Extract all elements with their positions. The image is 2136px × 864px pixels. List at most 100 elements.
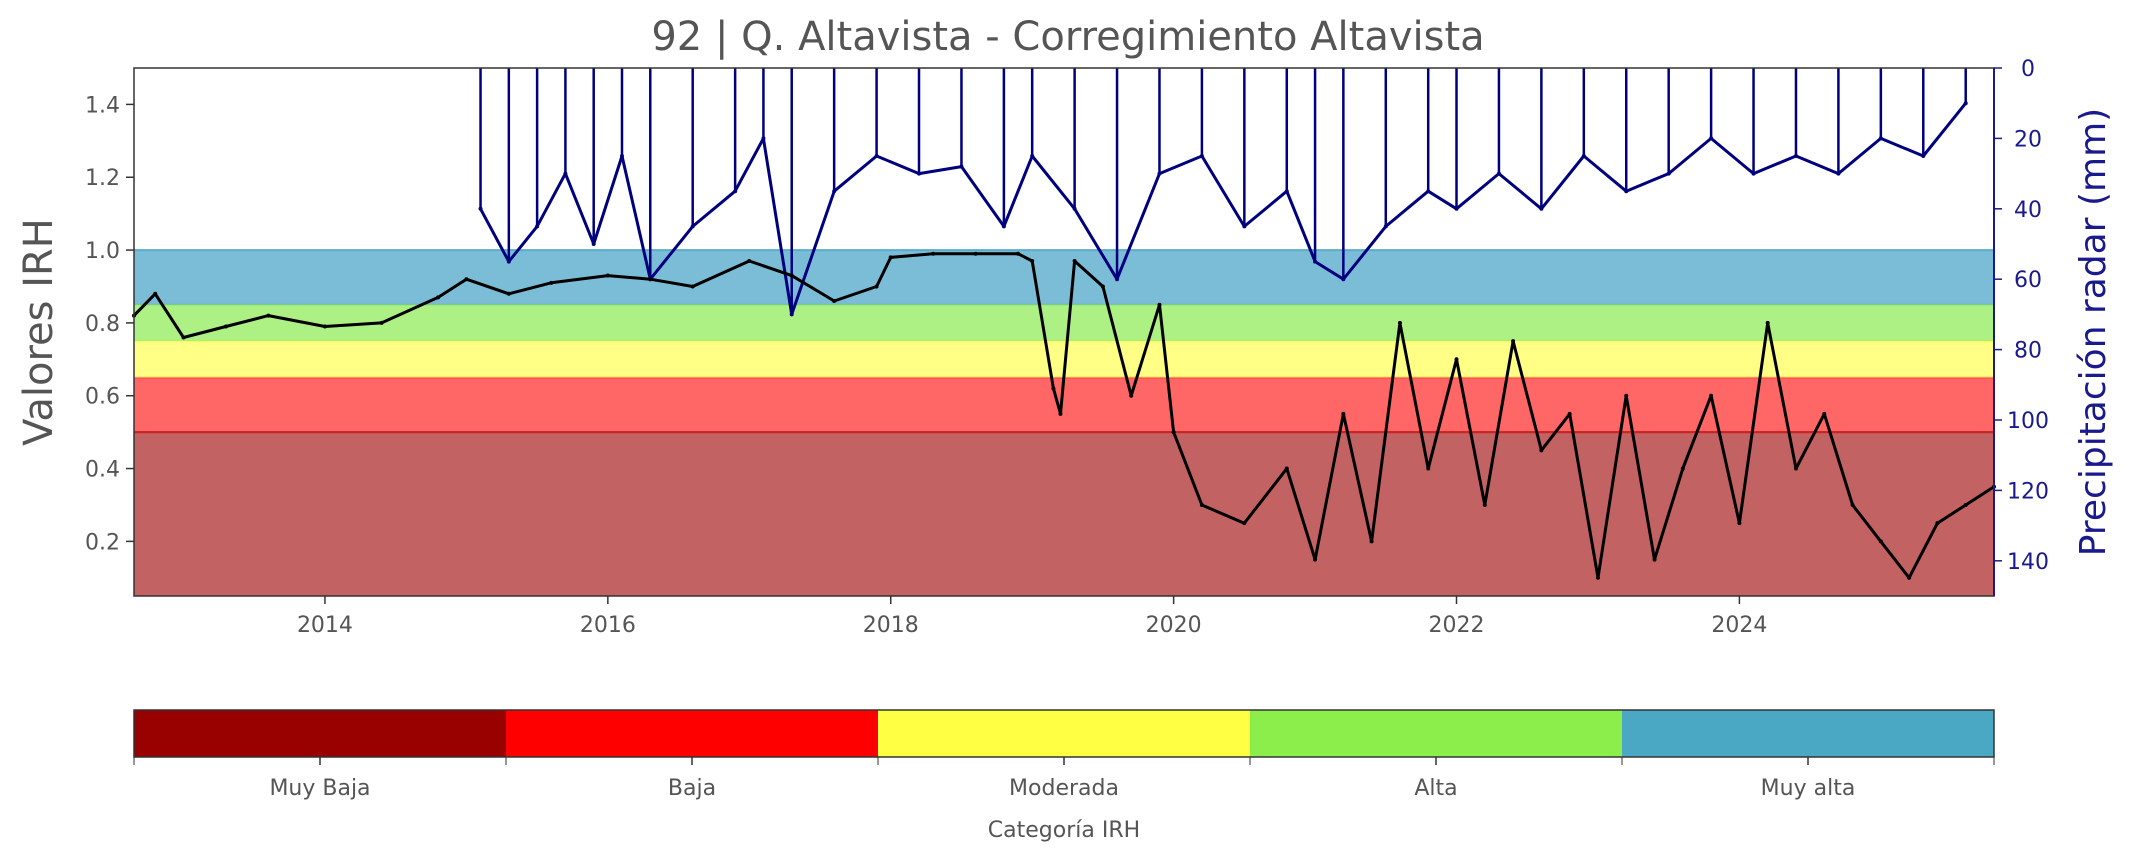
irh-point bbox=[1595, 575, 1600, 580]
irh-point bbox=[690, 284, 695, 289]
y-right-tick-label: 80 bbox=[2014, 339, 2042, 364]
colorbar-swatch bbox=[134, 710, 506, 757]
band-alta bbox=[134, 304, 1994, 342]
y-tick-label: 0.8 bbox=[85, 312, 120, 337]
precip-point bbox=[1539, 206, 1544, 211]
precip-point bbox=[874, 154, 879, 158]
x-tick-label: 2024 bbox=[1711, 613, 1767, 638]
precip-point bbox=[1751, 171, 1756, 176]
precip-point bbox=[1157, 171, 1162, 176]
irh-point bbox=[1793, 466, 1798, 471]
precip-point bbox=[1313, 259, 1318, 264]
irh-point bbox=[605, 273, 610, 278]
colorbar-category-label: Muy Baja bbox=[269, 776, 370, 801]
precip-point bbox=[535, 224, 540, 229]
irh-point bbox=[1397, 320, 1402, 325]
irh-point bbox=[1242, 521, 1247, 526]
y-axis-right: 0 20 40 60 80 100 120 140 bbox=[1994, 57, 2049, 575]
colorbar-category-label: Alta bbox=[1414, 776, 1457, 801]
precip-point bbox=[1284, 189, 1289, 194]
precip-point bbox=[506, 259, 511, 264]
y-tick-label: 0.6 bbox=[85, 385, 120, 410]
irh-point bbox=[1100, 284, 1105, 289]
colorbar-swatch bbox=[1622, 710, 1994, 757]
irh-point bbox=[1680, 466, 1685, 471]
irh-point bbox=[1737, 521, 1742, 526]
precip-point bbox=[789, 312, 794, 317]
precip-point bbox=[1341, 277, 1346, 282]
precip-point bbox=[1072, 206, 1077, 211]
y-right-tick-label: 40 bbox=[2014, 198, 2042, 223]
colorbar-swatch bbox=[878, 710, 1250, 757]
irh-point bbox=[931, 251, 936, 256]
irh-point bbox=[506, 291, 511, 296]
irh-point bbox=[1426, 466, 1431, 471]
precip-point bbox=[917, 171, 922, 176]
y-right-tick-label: 60 bbox=[2014, 268, 2042, 293]
precip-point bbox=[1581, 154, 1586, 158]
irh-point bbox=[1482, 502, 1487, 507]
irh-point bbox=[1765, 320, 1770, 325]
precip-point bbox=[1001, 224, 1006, 229]
precip-point bbox=[1709, 136, 1714, 141]
precip-point bbox=[959, 164, 964, 169]
precip-point bbox=[1793, 154, 1798, 158]
irh-point bbox=[1171, 430, 1176, 435]
irh-point bbox=[322, 324, 327, 329]
precip-point bbox=[1496, 171, 1501, 176]
irh-point bbox=[832, 299, 837, 304]
y-tick-label: 1.2 bbox=[85, 166, 120, 191]
colorbar-swatch bbox=[1250, 710, 1622, 757]
y-tick-label: 0.2 bbox=[85, 530, 120, 555]
irh-point bbox=[436, 295, 441, 300]
colorbar-category-label: Moderada bbox=[1009, 776, 1119, 801]
irh-point bbox=[1624, 393, 1629, 398]
irh-point bbox=[1058, 411, 1063, 416]
colorbar-swatch bbox=[506, 710, 878, 757]
irh-point bbox=[1157, 302, 1162, 307]
y-axis-right-label: Precipitación radar (mm) bbox=[2073, 108, 2114, 556]
irh-point bbox=[1652, 557, 1657, 562]
colorbar-category-label: Baja bbox=[668, 776, 716, 801]
irh-point bbox=[1016, 251, 1021, 256]
band-muy-alta bbox=[134, 250, 1994, 305]
irh-point bbox=[747, 258, 752, 263]
irh-point bbox=[1907, 575, 1912, 580]
precipitation-series bbox=[478, 68, 1968, 317]
irh-point bbox=[888, 255, 893, 260]
precip-point bbox=[1242, 224, 1247, 229]
irh-point bbox=[874, 284, 879, 289]
irh-point bbox=[648, 277, 653, 282]
irh-point bbox=[1850, 502, 1855, 507]
precip-point bbox=[733, 189, 738, 194]
precip-point bbox=[478, 206, 483, 211]
irh-point bbox=[1454, 357, 1459, 362]
colorbar-category-label: Muy alta bbox=[1761, 776, 1856, 801]
irh-line bbox=[132, 252, 1995, 580]
irh-point bbox=[789, 273, 794, 278]
precip-point bbox=[1666, 171, 1671, 176]
precip-point bbox=[591, 242, 596, 246]
irh-point bbox=[1369, 539, 1374, 544]
y-tick-label: 0.4 bbox=[85, 458, 120, 483]
irh-point bbox=[1567, 411, 1572, 416]
chart-title: 92 | Q. Altavista - Corregimiento Altavi… bbox=[651, 14, 1484, 60]
y-axis-label: Valores IRH bbox=[16, 218, 62, 446]
colorbar-label: Categoría IRH bbox=[988, 818, 1140, 843]
irh-point bbox=[1935, 521, 1940, 526]
precip-line bbox=[479, 102, 1967, 316]
irh-point bbox=[549, 280, 554, 285]
precip-point bbox=[619, 154, 624, 158]
irh-point bbox=[1129, 393, 1134, 398]
category-bands bbox=[134, 249, 1994, 596]
precip-point bbox=[1383, 224, 1388, 229]
x-tick-label: 2014 bbox=[297, 613, 353, 638]
irh-point bbox=[1709, 393, 1714, 398]
irh-series bbox=[132, 251, 1996, 580]
irh-point bbox=[181, 335, 186, 340]
x-tick-label: 2020 bbox=[1146, 613, 1202, 638]
irh-point bbox=[1284, 466, 1289, 471]
precip-point bbox=[1115, 277, 1120, 282]
precip-point bbox=[1624, 189, 1629, 194]
irh-point bbox=[1878, 539, 1883, 544]
